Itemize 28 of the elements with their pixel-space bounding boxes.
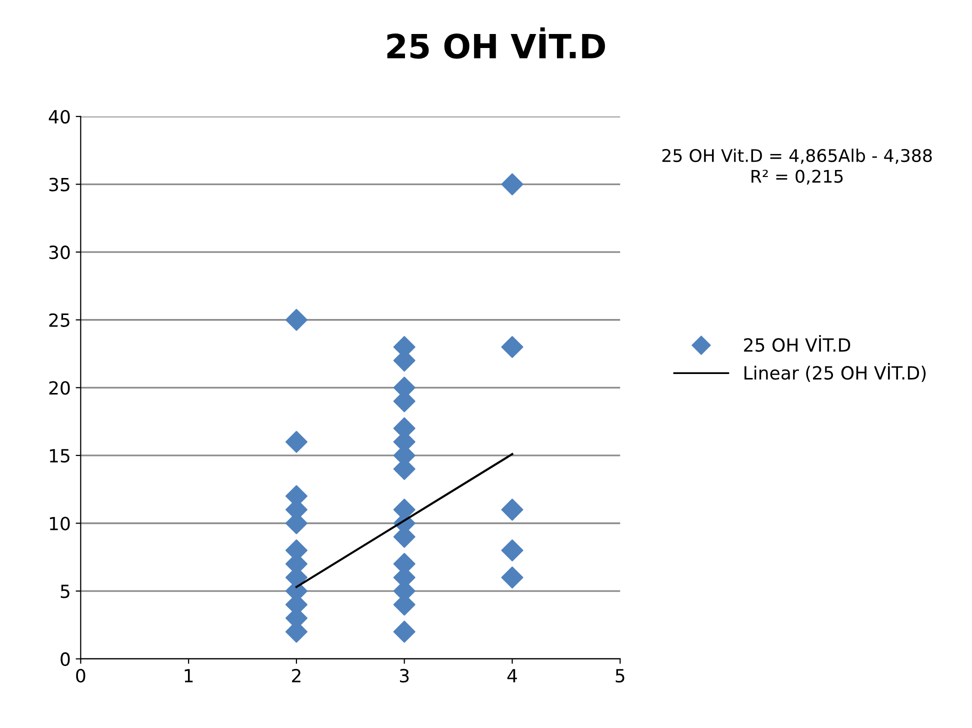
point: [285, 430, 308, 453]
y-tick-label: 15: [50, 449, 70, 463]
x-tick-label: 1: [184, 669, 193, 682]
point: [393, 620, 416, 643]
point: [501, 173, 524, 196]
text: R² = 0,215: [752, 170, 843, 185]
x-tick-label: 5: [616, 669, 624, 683]
y-tick-label: 5: [60, 584, 70, 598]
text: 25 OH Vit.D = 4,865Alb - 4,388: [662, 148, 932, 164]
legend-label: 25 OH VİT.D: [744, 335, 850, 352]
point: [501, 336, 524, 358]
y-tick-label: 30: [49, 246, 70, 260]
legend-label: Linear (25 OH VİT.D): [744, 362, 926, 382]
x-tick-label: 0: [76, 668, 86, 683]
chart-title: 25 OH VİT.D: [387, 27, 606, 59]
x-tick-label: 3: [400, 668, 409, 683]
y-tick-label: 40: [48, 110, 70, 124]
y-tick-label: 20: [49, 381, 70, 395]
y-tick-label: 0: [60, 652, 70, 666]
x-tick-label: 2: [292, 668, 300, 682]
x-tick-label: 4: [507, 669, 517, 682]
point: [501, 539, 524, 562]
y-tick-label: 35: [49, 178, 70, 192]
point: [285, 308, 308, 331]
y-tick-label: 10: [50, 516, 70, 530]
y-tick-label: 25: [49, 313, 70, 327]
point: [501, 498, 524, 521]
point: [501, 566, 524, 588]
